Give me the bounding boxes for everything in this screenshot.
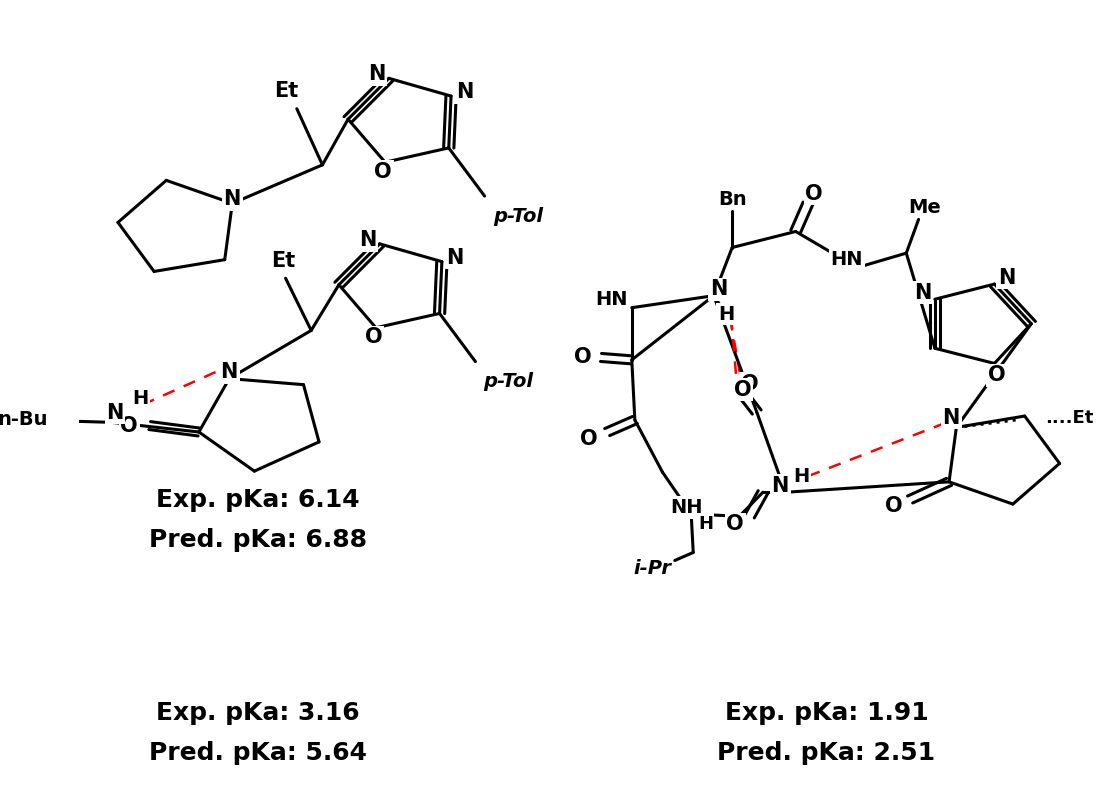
Text: H: H (698, 515, 713, 532)
Text: Pred. pKa: 2.51: Pred. pKa: 2.51 (718, 741, 936, 765)
Text: N: N (942, 408, 960, 427)
Text: Pred. pKa: 6.88: Pred. pKa: 6.88 (149, 528, 367, 553)
Text: O: O (727, 515, 744, 534)
Text: Pred. pKa: 5.64: Pred. pKa: 5.64 (149, 741, 367, 765)
Text: O: O (805, 183, 823, 204)
Text: N: N (710, 280, 728, 299)
Text: N: N (772, 476, 789, 496)
Text: H: H (133, 389, 148, 408)
Text: i-Pr: i-Pr (634, 559, 671, 578)
Text: H: H (718, 305, 734, 324)
Text: O: O (885, 496, 902, 516)
Text: O: O (988, 365, 1005, 385)
Text: O: O (574, 347, 592, 368)
Text: Me: Me (908, 198, 941, 217)
Text: Bn: Bn (718, 190, 747, 209)
Text: ....Et: ....Et (1045, 409, 1094, 427)
Text: O: O (374, 162, 392, 182)
Text: N: N (223, 189, 241, 209)
Text: Exp. pKa: 3.16: Exp. pKa: 3.16 (156, 701, 359, 725)
Text: O: O (741, 374, 759, 394)
Text: O: O (733, 380, 751, 399)
Text: H: H (794, 467, 810, 486)
Text: NH: NH (670, 498, 702, 517)
Text: N: N (368, 65, 385, 84)
Text: p-Tol: p-Tol (483, 372, 533, 391)
Text: N: N (456, 82, 473, 102)
Text: Et: Et (271, 250, 295, 271)
Text: Exp. pKa: 6.14: Exp. pKa: 6.14 (156, 488, 359, 512)
Text: p-Tol: p-Tol (493, 207, 543, 225)
Text: N: N (914, 283, 931, 303)
Text: Et: Et (274, 81, 299, 101)
Text: Exp. pKa: 1.91: Exp. pKa: 1.91 (724, 701, 928, 725)
Text: N: N (447, 247, 463, 267)
Text: HN: HN (595, 290, 627, 309)
Text: O: O (365, 327, 383, 347)
Text: N: N (106, 402, 124, 423)
Text: N: N (358, 229, 376, 250)
Text: N: N (998, 267, 1015, 288)
Text: HN: HN (831, 250, 863, 269)
Text: O: O (121, 415, 138, 436)
Text: n-Bu: n-Bu (0, 410, 49, 429)
Text: O: O (580, 428, 597, 448)
Text: N: N (220, 362, 238, 382)
